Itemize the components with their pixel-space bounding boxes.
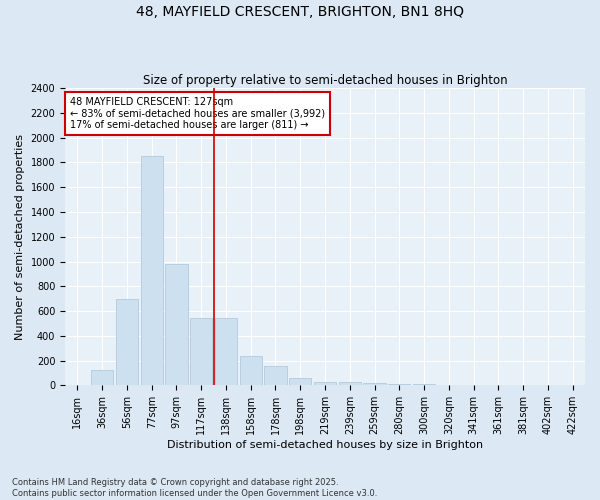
Bar: [91, 370, 113, 386]
Bar: [364, 384, 386, 386]
X-axis label: Distribution of semi-detached houses by size in Brighton: Distribution of semi-detached houses by …: [167, 440, 483, 450]
Bar: [314, 382, 336, 386]
Bar: [190, 318, 212, 386]
Bar: [289, 378, 311, 386]
Y-axis label: Number of semi-detached properties: Number of semi-detached properties: [15, 134, 25, 340]
Text: 48 MAYFIELD CRESCENT: 127sqm
← 83% of semi-detached houses are smaller (3,992)
1: 48 MAYFIELD CRESCENT: 127sqm ← 83% of se…: [70, 97, 325, 130]
Bar: [338, 382, 361, 386]
Title: Size of property relative to semi-detached houses in Brighton: Size of property relative to semi-detach…: [143, 74, 508, 87]
Bar: [140, 156, 163, 386]
Bar: [116, 298, 138, 386]
Bar: [166, 264, 188, 386]
Text: Contains HM Land Registry data © Crown copyright and database right 2025.
Contai: Contains HM Land Registry data © Crown c…: [12, 478, 377, 498]
Bar: [215, 318, 237, 386]
Bar: [413, 384, 435, 386]
Text: 48, MAYFIELD CRESCENT, BRIGHTON, BN1 8HQ: 48, MAYFIELD CRESCENT, BRIGHTON, BN1 8HQ: [136, 5, 464, 19]
Bar: [265, 366, 287, 386]
Bar: [239, 356, 262, 386]
Bar: [437, 384, 460, 386]
Bar: [66, 384, 89, 386]
Bar: [388, 384, 410, 386]
